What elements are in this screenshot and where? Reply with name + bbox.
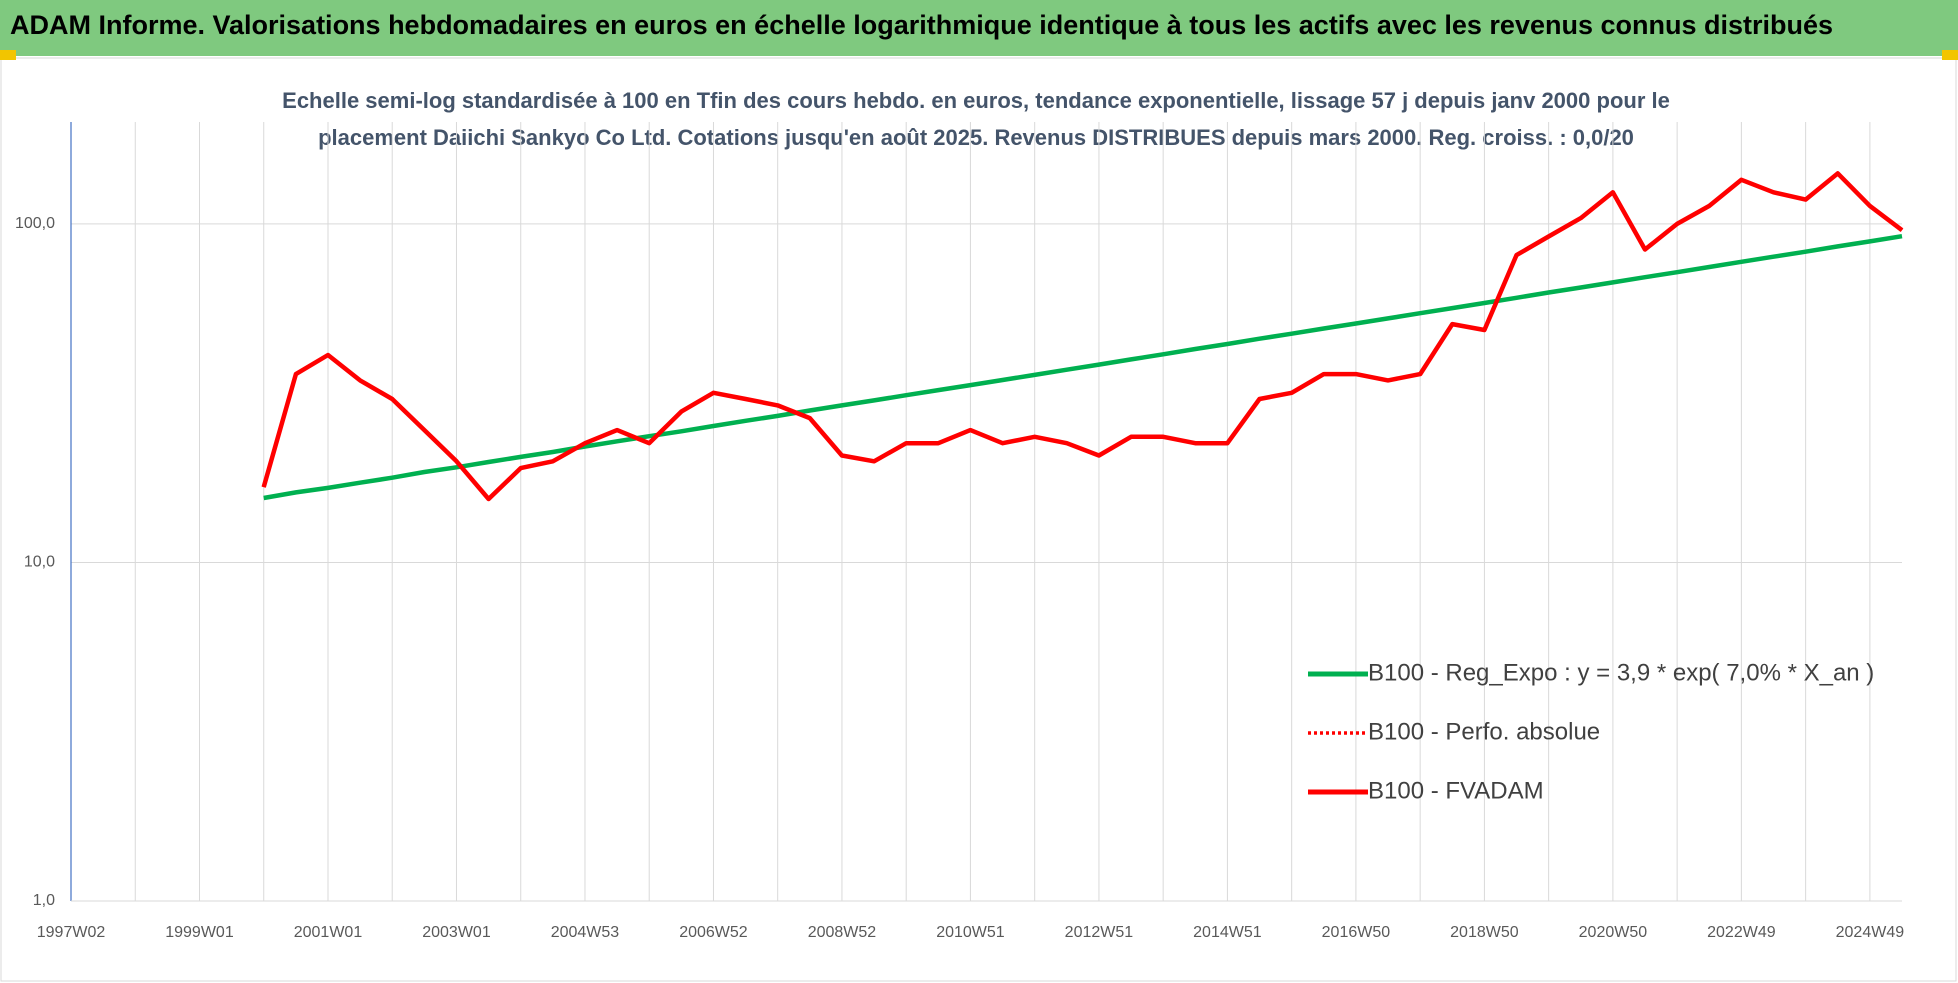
x-tick-label: 2018W50: [1450, 924, 1519, 941]
x-tick-label: 2012W51: [1065, 924, 1134, 941]
x-tick-label: 2010W51: [936, 924, 1005, 941]
x-tick-label: 2014W51: [1193, 924, 1262, 941]
title-bar: [0, 0, 1958, 56]
x-tick-label: 1997W02: [37, 924, 106, 941]
legend-label: B100 - FVADAM: [1368, 777, 1544, 804]
x-tick-label: 2022W49: [1707, 924, 1776, 941]
x-tick-label: 2003W01: [422, 924, 491, 941]
chart-subtitle: placement Daiichi Sankyo Co Ltd. Cotatio…: [318, 125, 1634, 150]
y-tick-label: 1,0: [33, 892, 55, 909]
x-tick-label: 2020W50: [1579, 924, 1648, 941]
y-tick-label: 10,0: [24, 554, 55, 571]
x-tick-label: 2024W49: [1836, 924, 1905, 941]
x-tick-label: 2004W53: [551, 924, 620, 941]
corner: [0, 50, 16, 60]
legend-label: B100 - Reg_Expo : y = 3,9 * exp( 7,0% * …: [1368, 659, 1874, 686]
x-tick-label: 2008W52: [808, 924, 877, 941]
y-tick-label: 100,0: [15, 215, 55, 232]
legend-label: B100 - Perfo. absolue: [1368, 718, 1600, 745]
chart-frame: [0, 57, 1957, 982]
x-tick-label: 1999W01: [165, 924, 234, 941]
x-tick-label: 2006W52: [679, 924, 748, 941]
chart-subtitle: Echelle semi-log standardisée à 100 en T…: [282, 88, 1670, 113]
chart-title: ADAM Informe. Valorisations hebdomadaire…: [10, 10, 1833, 40]
series-line: [261, 171, 1904, 502]
corner: [1942, 50, 1958, 60]
x-tick-label: 2016W50: [1322, 924, 1391, 941]
x-tick-label: 2001W01: [294, 924, 363, 941]
series-line: [263, 233, 1903, 501]
